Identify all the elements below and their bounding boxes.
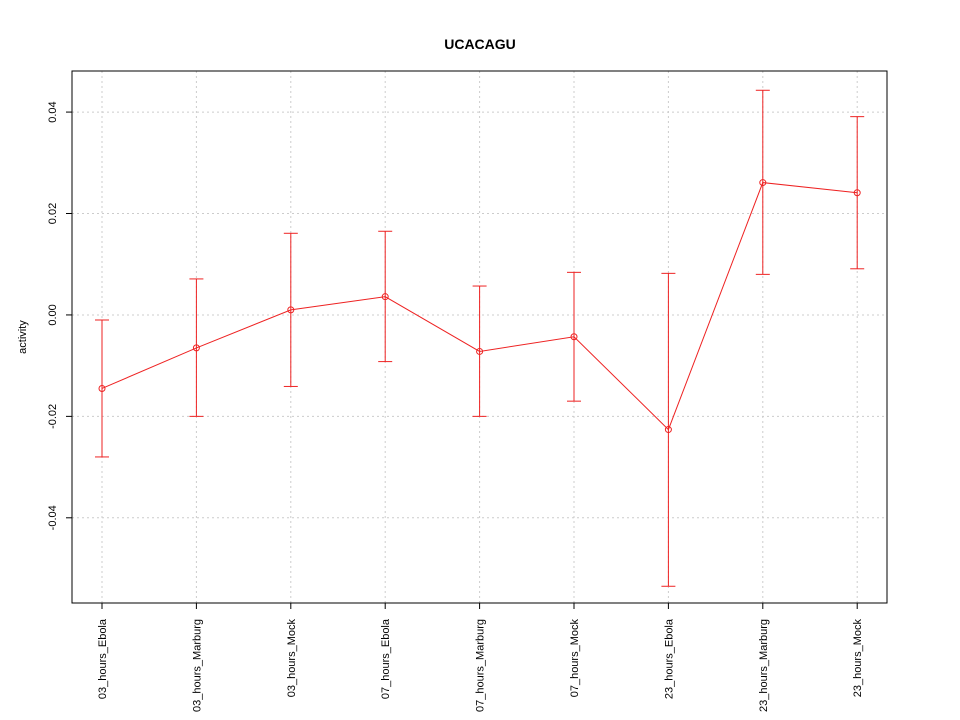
y-axis: -0.04 -0.02 0.00 0.02 0.04	[47, 101, 72, 530]
y-tick-label: -0.04	[47, 505, 59, 530]
data-point	[570, 333, 578, 341]
chart-title: UCACAGU	[444, 36, 516, 52]
x-tick-label: 03_hours_Marburg	[191, 619, 203, 712]
data-point	[192, 344, 200, 352]
y-tick-label: 0.02	[47, 203, 59, 224]
data-point	[664, 426, 672, 434]
x-axis: 03_hours_Ebola 03_hours_Marburg 03_hours_M…	[97, 603, 864, 712]
y-tick-label: 0.04	[47, 101, 59, 122]
x-tick-label: 07_hours_Ebola	[380, 618, 392, 699]
data-point	[853, 189, 861, 197]
data-point	[476, 347, 484, 355]
x-tick-label: 03_hours_Mock	[286, 619, 298, 698]
x-tick-label: 23_hours_Ebola	[663, 618, 675, 699]
x-tick-label: 03_hours_Ebola	[97, 618, 109, 699]
data-point	[98, 384, 106, 392]
y-axis-label: activity	[17, 320, 29, 354]
x-tick-label: 23_hours_Marburg	[758, 619, 770, 712]
data-point	[759, 179, 767, 187]
data-point	[287, 306, 295, 314]
data-point	[381, 293, 389, 301]
x-tick-label: 23_hours_Mock	[852, 619, 864, 698]
y-tick-label: -0.02	[47, 404, 59, 429]
x-tick-label: 07_hours_Mock	[569, 619, 581, 698]
x-tick-label: 07_hours_Marburg	[475, 619, 487, 712]
series	[95, 89, 865, 587]
y-tick-label: 0.00	[47, 304, 59, 325]
